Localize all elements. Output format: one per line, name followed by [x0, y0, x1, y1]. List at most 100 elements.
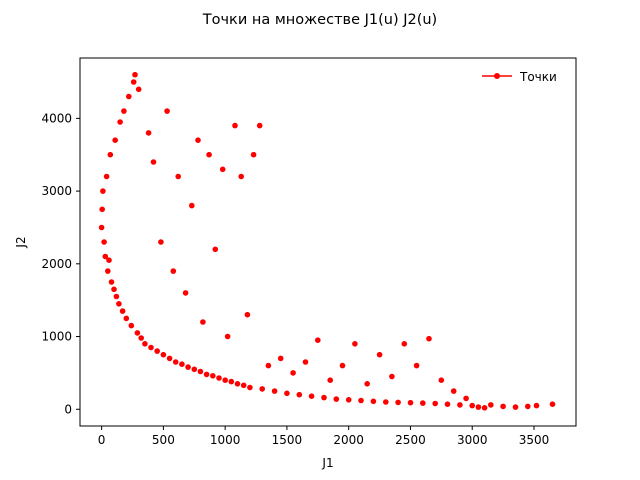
data-point — [121, 108, 127, 114]
data-point — [126, 93, 132, 100]
data-point — [219, 166, 226, 173]
data-point — [432, 400, 439, 407]
data-point — [256, 122, 263, 129]
data-point — [210, 373, 216, 379]
data-point — [271, 388, 278, 394]
legend-label: Точки — [519, 70, 557, 84]
data-point — [172, 359, 179, 365]
data-point — [413, 362, 420, 369]
data-point — [158, 239, 164, 245]
data-point — [364, 381, 371, 387]
x-tick-label: 2500 — [395, 433, 426, 447]
data-point — [450, 388, 457, 394]
data-point — [197, 368, 204, 375]
data-point — [170, 268, 177, 274]
data-point — [549, 401, 556, 408]
data-point — [488, 402, 494, 408]
data-point — [175, 173, 181, 180]
data-point — [420, 400, 426, 406]
scatter-points — [98, 71, 556, 411]
y-tick-label: 4000 — [41, 111, 72, 125]
x-tick-label: 3000 — [457, 433, 488, 447]
x-tick-label: 1000 — [210, 433, 241, 447]
data-point — [102, 253, 109, 260]
data-point — [469, 402, 476, 409]
x-axis: 0 500 1000 1500 2000 2500 3000 3500 — [98, 426, 549, 447]
data-point — [232, 122, 238, 129]
data-point — [401, 341, 408, 347]
x-tick-label: 500 — [152, 433, 175, 447]
data-point — [164, 108, 170, 114]
data-point — [116, 301, 122, 307]
data-point — [290, 370, 296, 376]
data-point — [228, 378, 235, 385]
data-point — [200, 319, 206, 325]
x-tick-label: 3500 — [519, 433, 550, 447]
y-tick-label: 0 — [64, 402, 72, 416]
chart-title: Точки на множестве J1(u) J2(u) — [202, 12, 437, 28]
data-point — [138, 335, 144, 341]
data-point — [119, 308, 126, 314]
data-point — [142, 341, 148, 347]
data-point — [191, 366, 198, 373]
plot-area — [79, 57, 577, 427]
data-point — [259, 386, 266, 392]
data-point — [463, 395, 469, 402]
data-point — [296, 391, 303, 398]
data-point — [321, 394, 327, 401]
data-point — [195, 137, 201, 143]
y-tick-label: 1000 — [41, 330, 72, 344]
data-point — [154, 348, 160, 354]
data-point — [123, 315, 130, 322]
data-point — [525, 403, 531, 410]
data-point — [481, 405, 488, 411]
legend-marker — [494, 73, 500, 79]
y-axis: 0 1000 2000 3000 4000 — [41, 111, 80, 416]
data-point — [145, 130, 152, 136]
data-point — [383, 399, 389, 405]
data-point — [327, 377, 334, 384]
data-point — [389, 373, 395, 380]
data-point — [339, 362, 346, 369]
data-point — [395, 399, 401, 406]
legend: Точки — [482, 70, 557, 84]
data-point — [189, 202, 195, 209]
data-point — [247, 384, 253, 391]
data-point — [185, 364, 191, 370]
y-tick-label: 2000 — [41, 257, 72, 271]
data-point — [333, 396, 340, 402]
data-point — [352, 341, 358, 347]
data-point — [166, 355, 173, 362]
data-point — [284, 390, 290, 397]
data-point — [302, 359, 309, 365]
data-point — [128, 322, 135, 329]
data-point — [106, 257, 112, 264]
axes-frame — [79, 57, 577, 427]
x-tick-label: 1500 — [272, 433, 303, 447]
data-point — [132, 71, 138, 78]
data-point — [98, 224, 105, 231]
y-tick-label: 3000 — [41, 184, 72, 198]
data-point — [107, 151, 114, 158]
data-point — [206, 151, 212, 158]
data-point — [150, 159, 157, 165]
data-point — [475, 404, 482, 410]
data-point — [99, 206, 105, 213]
data-point — [182, 290, 189, 296]
data-point — [216, 375, 222, 381]
y-axis-label: J2 — [14, 236, 28, 248]
data-point — [112, 137, 118, 143]
data-point — [265, 362, 272, 369]
data-point — [179, 361, 185, 368]
data-point — [500, 403, 506, 410]
data-point — [103, 173, 110, 180]
data-point — [358, 397, 364, 404]
data-point — [444, 401, 451, 408]
data-point — [308, 393, 315, 400]
data-point — [277, 355, 284, 362]
data-point — [100, 188, 106, 194]
data-point — [234, 381, 241, 387]
data-point — [244, 311, 251, 318]
data-point — [224, 333, 231, 340]
